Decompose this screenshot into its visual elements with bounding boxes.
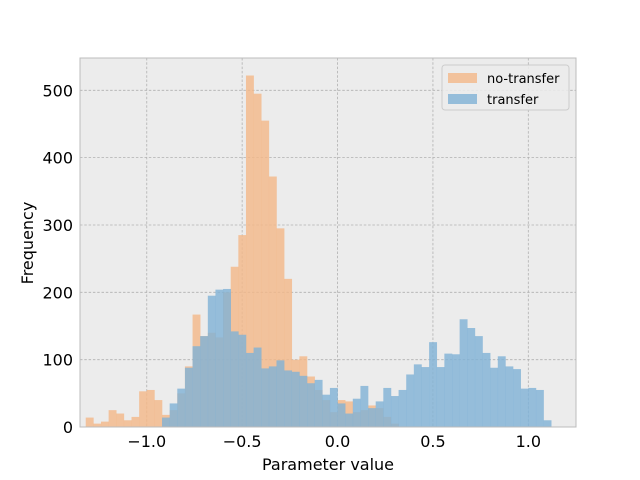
bar-transfer [452,354,460,427]
y-tick-label: 100 [42,351,73,370]
bar-transfer [322,394,331,427]
bar-transfer [253,347,262,427]
bar-transfer [200,336,209,427]
bar-transfer [444,353,453,427]
bar-no-transfer [146,389,155,427]
bar-transfer [284,370,293,427]
bar-no-transfer [123,420,132,427]
legend-swatch-transfer [448,94,477,104]
bar-no-transfer [100,421,109,427]
bar-transfer [505,366,514,427]
x-axis-label: Parameter value [262,455,394,474]
y-axis-label: Frequency [18,202,37,285]
y-tick-label: 400 [42,149,73,168]
x-tick-label: −1.0 [127,432,166,451]
bar-transfer [360,385,369,427]
bar-no-transfer [245,75,254,428]
bar-transfer [398,389,407,427]
bar-transfer [291,371,300,427]
bar-transfer [238,334,247,427]
bar-transfer [329,387,338,427]
bar-transfer [184,367,193,427]
bar-transfer [177,388,186,427]
bar-transfer [215,289,224,427]
bar-transfer [429,342,438,427]
y-tick-label: 0 [63,418,73,437]
y-tick-label: 300 [42,216,73,235]
bar-no-transfer [93,423,102,427]
bar-no-transfer [261,120,270,428]
bar-transfer [459,319,468,427]
bar-transfer [345,413,354,427]
x-tick-label: −0.5 [223,432,262,451]
bar-transfer [162,417,170,427]
plot-frame [79,57,577,428]
bar-transfer [543,420,552,427]
bar-transfer [421,367,430,427]
bar-transfer [406,374,415,427]
bar-transfer [375,401,384,427]
x-tick-label: 0.5 [420,432,445,451]
bar-no-transfer [108,410,117,427]
bar-no-transfer [139,391,148,427]
histogram-bars [85,75,552,428]
bar-transfer [230,331,239,427]
bar-transfer [261,368,270,427]
bar-transfer [390,396,399,427]
bar-transfer [276,360,285,427]
bar-no-transfer [253,93,262,427]
bar-no-transfer [85,417,94,427]
bar-transfer [513,369,521,427]
bar-transfer [169,403,178,427]
legend-label-transfer: transfer [487,93,539,108]
bar-transfer [436,367,445,427]
bar-transfer [192,346,201,427]
plot-background [80,58,576,427]
legend-swatch-no-transfer [448,73,477,83]
bar-no-transfer [238,235,247,427]
axes: −1.0 −0.5 0.0 0.5 1.0 0 100 200 300 400 500 [42,57,577,451]
bar-transfer [314,379,323,427]
x-tick-label: 0.0 [325,432,350,451]
bar-no-transfer [284,278,293,427]
bar-transfer [245,352,254,427]
bar-transfer [467,328,476,427]
bar-transfer [528,387,537,427]
bar-transfer [497,356,506,427]
bar-transfer [383,387,392,427]
bar-transfer [299,375,308,427]
y-tick-label: 200 [42,283,73,302]
bar-no-transfer [116,413,125,427]
bar-transfer [268,366,277,427]
legend: no-transfer transfer [441,64,570,111]
bar-transfer [535,389,544,427]
bar-transfer [474,336,483,427]
bar-transfer [490,367,499,427]
legend-label-no-transfer: no-transfer [487,72,560,87]
bar-transfer [337,403,346,427]
bar-transfer [223,288,231,427]
bar-transfer [352,398,361,427]
bar-no-transfer [131,416,140,427]
bar-transfer [520,388,529,427]
bar-transfer [207,295,216,427]
y-tick-label: 500 [42,81,73,100]
bar-no-transfer [154,400,163,427]
bar-transfer [307,383,315,427]
bar-no-transfer [268,176,277,427]
bar-transfer [413,364,422,427]
bar-transfer [482,352,491,427]
x-tick-label: 1.0 [516,432,541,451]
bar-transfer [368,408,376,427]
bar-no-transfer [276,228,285,427]
